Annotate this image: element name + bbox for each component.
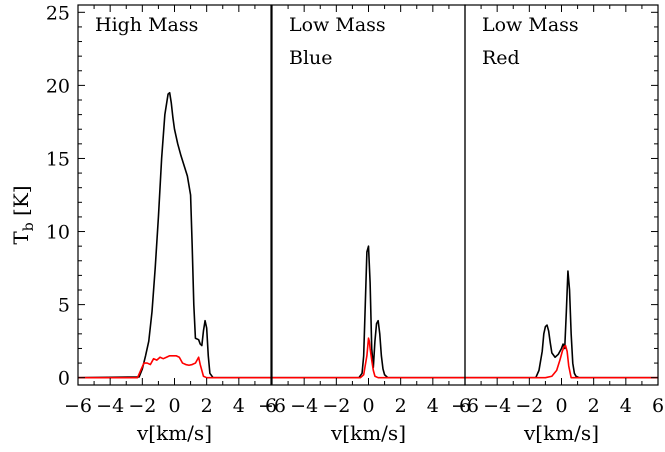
panel-2-x-tick-label: 0 bbox=[362, 395, 374, 417]
panel-3-label-line-1: Low Mass bbox=[482, 14, 579, 36]
panel-1-x-tick-label: −6 bbox=[64, 395, 92, 417]
panel-3-x-tick-label: −6 bbox=[451, 395, 479, 417]
panel-3-x-axis-label: v[km/s] bbox=[523, 421, 599, 445]
panel-2-series-2-line bbox=[272, 337, 465, 379]
y-tick-label: 0 bbox=[58, 368, 70, 390]
panel-3-x-tick-label: 0 bbox=[555, 395, 567, 417]
panel-2-series-1-line bbox=[272, 245, 465, 379]
y-axis-label-main: T bbox=[9, 231, 33, 245]
panel-3-label-line-2: Red bbox=[482, 47, 520, 69]
panel-2-x-tick-label: −6 bbox=[258, 395, 286, 417]
panel-1-x-tick-label: 0 bbox=[168, 395, 180, 417]
y-tick-label: 20 bbox=[46, 75, 70, 97]
y-axis-label-sub: b bbox=[21, 222, 37, 231]
y-tick-label: 15 bbox=[46, 148, 70, 170]
panels: −6 −4 −2 0 2 4 6v[km/s]High Mass−6 −4 −2 0 2 4 6v[km… bbox=[46, 2, 664, 445]
panel-2-x-tick-label: −2 bbox=[322, 395, 350, 417]
panel-3-x-tick-label: 2 bbox=[588, 395, 600, 417]
panel-2-x-axis-label: v[km/s] bbox=[330, 421, 406, 445]
panel-1-x-tick-label: 6 bbox=[265, 395, 277, 417]
panel-2-x-tick-label: 2 bbox=[395, 395, 407, 417]
y-axis-label-unit: [K] bbox=[9, 185, 33, 216]
y-tick-label: 5 bbox=[58, 295, 70, 317]
panel-1-frame bbox=[77, 4, 272, 386]
panel-1-x-tick-label: −4 bbox=[96, 395, 124, 417]
panel-3-series-1-line bbox=[465, 270, 658, 379]
panel-2-x-tick-label: 6 bbox=[459, 395, 471, 417]
panel-3-x-tick-label: −2 bbox=[515, 395, 543, 417]
y-tick-label: 10 bbox=[46, 222, 70, 244]
panel-3-x-tick-label: 4 bbox=[620, 395, 632, 417]
panel-3-x-tick-label: −4 bbox=[483, 395, 511, 417]
panel-1-x-tick-label: 4 bbox=[233, 395, 245, 417]
panel-1: −6 −4 −2 0 2 4 6 v[km/s] High Mass bbox=[64, 4, 277, 445]
panel-3-series-2-line bbox=[465, 344, 658, 379]
panel-2-label-line-2: Blue bbox=[289, 47, 333, 69]
y-tick-label: 25 bbox=[46, 2, 70, 24]
panel-1-x-tick-label: −2 bbox=[128, 395, 156, 417]
panel-1-series-1-line bbox=[77, 91, 271, 379]
axis-labels: Tb [K] bbox=[9, 185, 37, 244]
panel-3-x-tick-label: 6 bbox=[652, 395, 664, 417]
panel-1-x-tick-label: 2 bbox=[201, 395, 213, 417]
panel-2-x-tick-label: −4 bbox=[290, 395, 318, 417]
y-axis-label: Tb [K] bbox=[9, 185, 37, 244]
panel-1-x-axis-label: v[km/s] bbox=[136, 421, 212, 445]
panel-2-label-line-1: Low Mass bbox=[289, 14, 386, 36]
panel-1-series-2-line bbox=[78, 354, 271, 379]
panel-1-label-line-1: High Mass bbox=[95, 14, 198, 36]
panel-2-x-tick-label: 4 bbox=[427, 395, 439, 417]
